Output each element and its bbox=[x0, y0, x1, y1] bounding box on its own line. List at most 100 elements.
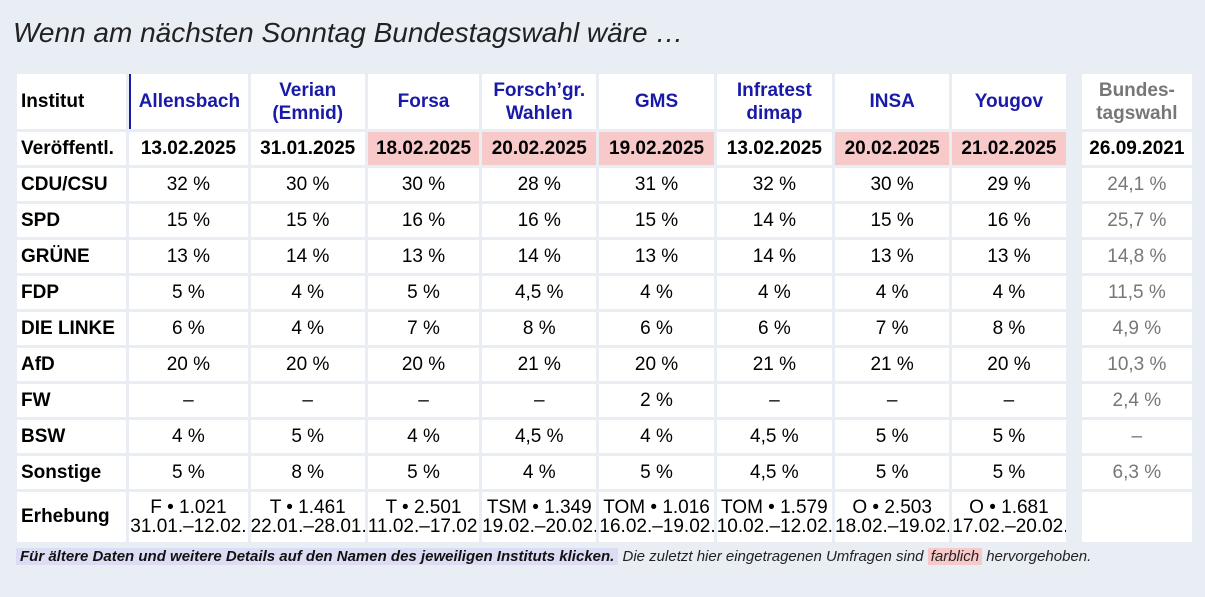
survey-period: 11.02.–17.02. bbox=[367, 516, 480, 537]
institute-name-2: dimap bbox=[746, 102, 803, 124]
survey-info: TOM • 1.579 10.02.–12.02. bbox=[716, 492, 832, 542]
survey-info: O • 1.681 17.02.–20.02. bbox=[952, 492, 1066, 542]
poll-value: 30 % bbox=[250, 168, 365, 201]
institute-name: Verian bbox=[279, 79, 337, 101]
poll-value: 5 % bbox=[129, 456, 248, 489]
poll-value: 15 % bbox=[599, 204, 714, 237]
institute-link-insa[interactable]: INSA bbox=[835, 74, 950, 129]
poll-value: 5 % bbox=[952, 420, 1066, 453]
poll-value: 4,5 % bbox=[482, 420, 597, 453]
party-row: DIE LINKE 6 % 4 % 7 % 8 % 6 % 6 % 7 % 8 % 4,9 % bbox=[17, 312, 1192, 345]
column-gap bbox=[1069, 312, 1079, 345]
party-row: CDU/CSU 32 % 30 % 30 % 28 % 31 % 32 % 30 % 29 % 2… bbox=[17, 168, 1192, 201]
header-label: Institut bbox=[17, 74, 127, 129]
column-gap bbox=[1069, 132, 1079, 165]
column-gap bbox=[1069, 348, 1079, 381]
header-row: Institut Allensbach Verian (Emnid) Forsa Fors… bbox=[17, 74, 1192, 129]
poll-value: 14 % bbox=[716, 240, 832, 273]
poll-value: 5 % bbox=[952, 456, 1066, 489]
survey-row: Erhebung F • 1.021 31.01.–12.02. T • 1.461 2… bbox=[17, 492, 1192, 542]
survey-method: TOM • 1.579 bbox=[721, 497, 828, 518]
survey-period: 22.01.–28.01. bbox=[250, 516, 365, 537]
survey-period: 31.01.–12.02. bbox=[130, 516, 247, 537]
poll-value: – bbox=[367, 384, 480, 417]
poll-value: – bbox=[952, 384, 1066, 417]
survey-info: F • 1.021 31.01.–12.02. bbox=[129, 492, 248, 542]
publication-date: 31.01.2025 bbox=[250, 132, 365, 165]
date-row: Veröffentl. 13.02.2025 31.01.2025 18.02.202… bbox=[17, 132, 1192, 165]
column-gap bbox=[1069, 384, 1079, 417]
institute-name: Infratest bbox=[736, 79, 812, 101]
survey-info: TOM • 1.016 16.02.–19.02. bbox=[599, 492, 714, 542]
poll-value: 13 % bbox=[129, 240, 248, 273]
page-title: Wenn am nächsten Sonntag Bundestagswahl … bbox=[13, 17, 684, 48]
poll-value: 4 % bbox=[599, 276, 714, 309]
party-name: FDP bbox=[17, 276, 127, 309]
institute-link-forschgr[interactable]: Forsch’gr. Wahlen bbox=[482, 74, 597, 129]
poll-value: – bbox=[250, 384, 365, 417]
party-row: Sonstige 5 % 8 % 5 % 4 % 5 % 4,5 % 5 % 5 % 6,3 % bbox=[17, 456, 1192, 489]
publication-date: 20.02.2025 bbox=[482, 132, 597, 165]
poll-value: 21 % bbox=[835, 348, 950, 381]
poll-value: 31 % bbox=[599, 168, 714, 201]
poll-value: 4 % bbox=[599, 420, 714, 453]
column-gap bbox=[1069, 456, 1079, 489]
poll-value: 8 % bbox=[482, 312, 597, 345]
institute-link-yougov[interactable]: Yougov bbox=[952, 74, 1066, 129]
institute-link-verian[interactable]: Verian (Emnid) bbox=[250, 74, 365, 129]
poll-value: 20 % bbox=[952, 348, 1066, 381]
poll-value: 16 % bbox=[482, 204, 597, 237]
publication-date: 13.02.2025 bbox=[716, 132, 832, 165]
institute-name-2: (Emnid) bbox=[272, 102, 344, 124]
poll-value: 7 % bbox=[835, 312, 950, 345]
institute-link-infratest[interactable]: Infratest dimap bbox=[716, 74, 832, 129]
election-result: 24,1 % bbox=[1081, 168, 1192, 201]
survey-info: T • 2.501 11.02.–17.02. bbox=[367, 492, 480, 542]
survey-method: T • 1.461 bbox=[269, 497, 346, 518]
poll-value: 5 % bbox=[599, 456, 714, 489]
election-result: 10,3 % bbox=[1081, 348, 1192, 381]
institute-link-allensbach[interactable]: Allensbach bbox=[129, 74, 248, 129]
footnote-link-hint: Für ältere Daten und weitere Details auf… bbox=[16, 548, 619, 565]
election-result: 11,5 % bbox=[1081, 276, 1192, 309]
poll-value: 32 % bbox=[129, 168, 248, 201]
column-gap bbox=[1069, 492, 1079, 542]
publication-date: 20.02.2025 bbox=[835, 132, 950, 165]
poll-value: 6 % bbox=[129, 312, 248, 345]
poll-value: 15 % bbox=[129, 204, 248, 237]
poll-value: 30 % bbox=[835, 168, 950, 201]
poll-value: 16 % bbox=[367, 204, 480, 237]
institute-name: GMS bbox=[634, 91, 679, 112]
footnote-text-end: hervorgehoben. bbox=[982, 548, 1092, 565]
survey-method: T • 2.501 bbox=[385, 497, 462, 518]
survey-info: O • 2.503 18.02.–19.02. bbox=[835, 492, 950, 542]
column-gap bbox=[1069, 240, 1079, 273]
election-header-1: Bundes- bbox=[1098, 79, 1175, 101]
party-name: SPD bbox=[17, 204, 127, 237]
poll-table: Institut Allensbach Verian (Emnid) Forsa Fors… bbox=[14, 71, 1195, 545]
survey-method: TSM • 1.349 bbox=[486, 497, 592, 518]
institute-name: INSA bbox=[869, 91, 915, 112]
column-gap bbox=[1069, 276, 1079, 309]
publication-date: 19.02.2025 bbox=[599, 132, 714, 165]
poll-value: 4,5 % bbox=[716, 420, 832, 453]
election-result: 25,7 % bbox=[1081, 204, 1192, 237]
survey-method: O • 2.503 bbox=[852, 497, 932, 518]
poll-value: 4 % bbox=[482, 456, 597, 489]
column-gap bbox=[1069, 420, 1079, 453]
poll-value: 20 % bbox=[129, 348, 248, 381]
party-row: FDP 5 % 4 % 5 % 4,5 % 4 % 4 % 4 % 4 % 11,5 % bbox=[17, 276, 1192, 309]
survey-method: O • 1.681 bbox=[969, 497, 1049, 518]
survey-method: F • 1.021 bbox=[150, 497, 227, 518]
institute-link-gms[interactable]: GMS bbox=[599, 74, 714, 129]
highlight-swatch: farblich bbox=[927, 548, 983, 565]
survey-period: 16.02.–19.02. bbox=[599, 516, 714, 537]
party-name: FW bbox=[17, 384, 127, 417]
poll-value: 4 % bbox=[835, 276, 950, 309]
poll-value: 8 % bbox=[250, 456, 365, 489]
institute-link-forsa[interactable]: Forsa bbox=[367, 74, 480, 129]
footnote-text: Die zuletzt hier eingetragenen Umfragen … bbox=[618, 548, 928, 565]
poll-value: 15 % bbox=[250, 204, 365, 237]
poll-value: 29 % bbox=[952, 168, 1066, 201]
poll-value: 20 % bbox=[250, 348, 365, 381]
